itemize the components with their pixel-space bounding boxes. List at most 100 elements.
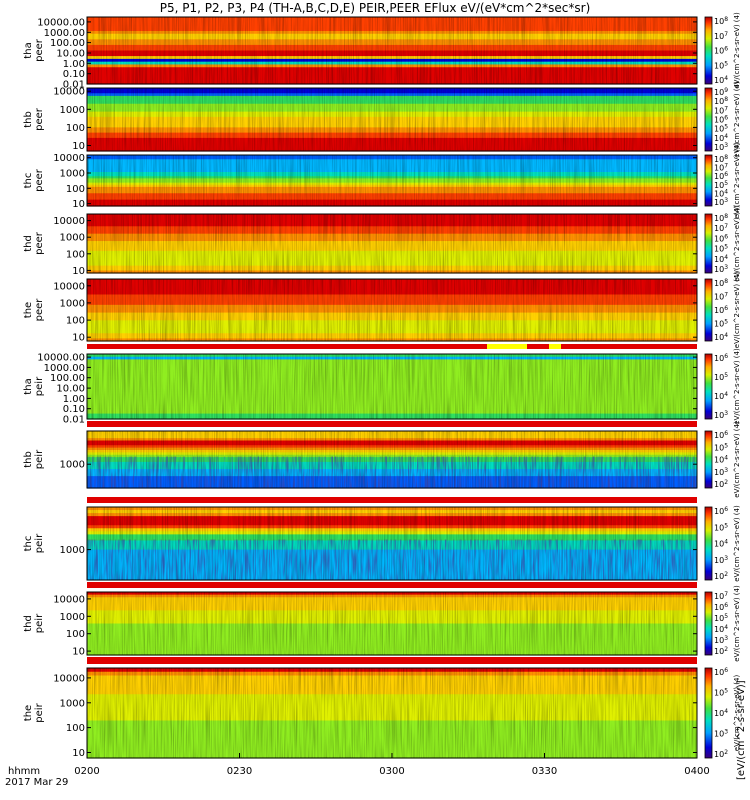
the-peir-colorbar-tick: 104	[714, 708, 728, 718]
tha-peir-ytick-label: 1.00	[63, 394, 85, 405]
the-peir-panel: 10000 1000 100 10 the peir 106 105 104 103 102 eV/(…	[23, 667, 741, 759]
thd-peir-ylabel-species: peir	[34, 613, 45, 633]
the-peer-colorbar	[704, 278, 713, 342]
tha-peir-ytick-label: 10.00	[56, 384, 85, 395]
thb-peer-colorbar-tick: 103	[714, 142, 728, 152]
thb-peer-colorbar-tick: 106	[714, 115, 728, 125]
thb-peer-ytick-label: 100	[66, 123, 85, 134]
tha-peer-ytick-label: 1.00	[63, 59, 85, 70]
tha-peer-texture	[87, 17, 697, 84]
tha-peer-colorbar-tick: 106	[714, 46, 728, 56]
quality-flag-yellow	[487, 344, 527, 349]
tha-peer-ytick-label: 0.01	[63, 80, 85, 91]
thd-peer-colorbar-tick: 108	[714, 213, 728, 223]
colorbar-units-label: [eV/(cm^2-s-sr-eV)]	[736, 680, 747, 780]
the-peer-colorbar-tick: 108	[714, 278, 728, 288]
the-peir-ytick-label: 10000	[53, 673, 85, 684]
tha-peer-frame	[86, 16, 698, 85]
thb-peer-colorbar	[704, 87, 713, 152]
thc-peer-ytick-label: 100	[66, 184, 85, 195]
tha-peer-colorbar-tick: 104	[714, 75, 728, 85]
thc-peir-colorbar	[704, 506, 713, 581]
tha-peer-ytick-label: 100.00	[50, 38, 85, 49]
tha-peer-ylabel-species: peer	[34, 38, 45, 62]
thc-peer-colorbar-tick: 107	[714, 163, 728, 173]
thc-peir-panel: 1000 thc peir 106 105 104 103 102 eV/(cm^2-s-sr-…	[23, 505, 741, 582]
thb-peir-colorbar-tick: 105	[714, 442, 728, 452]
thb-peir-panel: 1000 thb peir 106 105 104 103 102 eV/(cm^2-s-sr-…	[23, 421, 741, 498]
thd-peer-ylabel-species: peer	[34, 231, 45, 255]
the-peer-colorbar-tick: 105	[714, 319, 728, 329]
thc-peer-colorbar-label: eV/(cm^2-s-sr-eV) (4)	[733, 142, 741, 219]
the-peir-colorbar-tick: 102	[714, 749, 728, 759]
thd-peir-texture	[87, 592, 697, 655]
thb-peir-ytick-label: 1000	[60, 460, 85, 471]
tha-peer-colorbar-label: eV/(cm^2-s-sr-eV) (4)	[733, 12, 741, 89]
thd-peer-ytick-label: 1000	[60, 233, 85, 244]
thb-peir-ylabel-species: peir	[34, 449, 45, 469]
time-tick-label: 0230	[227, 766, 252, 777]
thd-peir-colorbar	[704, 591, 713, 656]
time-tick-label: 0200	[74, 766, 99, 777]
quality-flag-bar	[87, 657, 697, 664]
thc-peir-colorbar-tick: 105	[714, 522, 728, 532]
the-peir-colorbar-tick: 103	[714, 729, 728, 739]
thb-peir-colorbar-tick: 104	[714, 455, 728, 465]
thc-peir-ytick-label: 1000	[60, 545, 85, 556]
tha-peir-colorbar-tick: 106	[714, 353, 728, 363]
thc-peir-colorbar-tick: 103	[714, 555, 728, 565]
tha-peir-colorbar-label: eV/(cm^2-s-sr-eV) (4)	[733, 348, 741, 425]
tha-peir-ytick-label: 1000.00	[44, 363, 85, 374]
thb-peer-texture	[87, 88, 697, 151]
thb-peir-colorbar-label: eV/(cm^2-s-sr-eV) (4)	[733, 421, 741, 498]
thb-peer-ylabel-species: peer	[34, 107, 45, 131]
thd-peir-colorbar-tick: 107	[714, 591, 728, 601]
the-peir-ytick-label: 1000	[60, 698, 85, 709]
thc-peir-low-count-texture	[87, 539, 697, 580]
the-peer-ylabel-instrument: the	[23, 302, 34, 318]
the-peer-texture	[87, 279, 697, 341]
thb-peer-ytick-label: 10	[72, 141, 85, 152]
time-axis-label-hhmm: hhmm	[8, 766, 40, 777]
the-peer-ytick-label: 10	[72, 333, 85, 344]
thd-peir-ytick-label: 1000	[60, 612, 85, 623]
thd-peer-colorbar	[704, 213, 713, 274]
thd-peir-colorbar-tick: 104	[714, 624, 728, 634]
thd-peir-ytick-label: 100	[66, 629, 85, 640]
thc-peir-frame	[86, 506, 698, 581]
time-tick-label: 0300	[379, 766, 404, 777]
thb-peer-colorbar-tick: 107	[714, 105, 728, 115]
quality-flag-bar	[87, 497, 697, 503]
thb-peir-frame	[86, 430, 698, 489]
thc-peir-colorbar-tick: 106	[714, 506, 728, 516]
thd-peir-ylabel-instrument: thd	[23, 615, 34, 632]
tha-peir-colorbar-tick: 103	[714, 410, 728, 420]
thd-peir-colorbar-tick: 105	[714, 613, 728, 623]
tha-peer-colorbar-tick: 107	[714, 31, 728, 41]
thd-peer-ytick-label: 100	[66, 249, 85, 260]
thd-peer-colorbar-tick: 105	[714, 244, 728, 254]
tha-peer-ylabel-instrument: tha	[23, 42, 34, 58]
the-peer-ytick-label: 100	[66, 316, 85, 327]
thc-peir-colorbar-tick: 102	[714, 571, 728, 581]
thb-peer-colorbar-tick: 105	[714, 124, 728, 134]
thd-peir-colorbar-tick: 106	[714, 602, 728, 612]
thd-peir-frame	[86, 591, 698, 656]
thb-peer-ytick-label: 10000	[53, 87, 85, 98]
thb-peir-ylabel-instrument: thb	[23, 451, 34, 468]
tha-peer-ytick-label: 0.10	[63, 69, 85, 80]
thd-peir-colorbar-tick: 102	[714, 646, 728, 656]
thc-peer-colorbar-tick: 104	[714, 188, 728, 198]
thc-peer-ylabel-species: peer	[34, 168, 45, 192]
thc-peer-texture	[87, 155, 697, 206]
thc-peer-colorbar-tick: 105	[714, 180, 728, 190]
thd-peir-ytick-label: 10000	[53, 594, 85, 605]
thd-peir-colorbar-tick: 103	[714, 635, 728, 645]
the-peir-colorbar-label: eV/(cm^2-s-sr-eV) (4)	[733, 675, 741, 752]
the-peer-colorbar-label: eV/(cm^2-s-sr-eV) (4)	[733, 272, 741, 349]
thb-peer-colorbar-label: eV/(cm^2-s-sr-eV) (4)	[733, 81, 741, 158]
tha-peir-ylabel-species: peir	[34, 376, 45, 396]
thd-peer-ylabel-instrument: thd	[23, 235, 34, 252]
thc-peir-ylabel-species: peir	[34, 533, 45, 553]
